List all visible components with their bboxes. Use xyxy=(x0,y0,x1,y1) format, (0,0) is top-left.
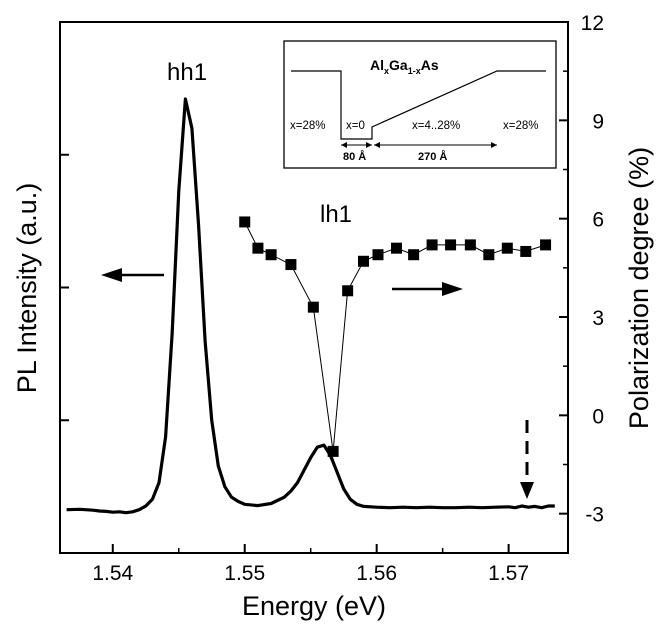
left-axis-arrow xyxy=(101,268,164,282)
polarization-point xyxy=(372,249,384,261)
polarization-point xyxy=(464,239,476,251)
polarization-point xyxy=(540,239,552,251)
pl-spectrum-line xyxy=(66,97,555,515)
x-tick-label: 1.57 xyxy=(488,562,529,585)
x-tick-label: 1.56 xyxy=(356,562,397,585)
left-y-axis-title: PL Intensity (a.u.) xyxy=(12,183,42,394)
right-y-tick-label: 6 xyxy=(592,209,604,232)
polarization-point xyxy=(239,216,251,228)
polarization-point xyxy=(483,249,495,261)
right-y-tick-label: 0 xyxy=(592,405,604,428)
polarization-point xyxy=(285,259,297,271)
polarization-point xyxy=(445,239,457,251)
inset-dim-well: 80 Å xyxy=(343,150,366,163)
inset-label-left: x=28% xyxy=(290,120,325,132)
polarization-point xyxy=(265,249,277,261)
inset-profile-line xyxy=(291,70,546,140)
x-axis-title: Energy (eV) xyxy=(242,591,386,621)
inset-dimension-arrows xyxy=(341,142,497,148)
inset-label-well: x=0 xyxy=(346,120,365,132)
right-y-axis-title: Polarization degree (%) xyxy=(624,147,654,429)
polarization-point xyxy=(426,239,438,251)
inset-title: AlxGa1-xAs xyxy=(370,57,439,76)
hh1-label: hh1 xyxy=(167,59,207,86)
polarization-line xyxy=(244,221,546,452)
dashed-marker-arrow xyxy=(520,420,534,499)
polarization-point xyxy=(520,245,532,257)
polarization-point xyxy=(390,242,402,254)
inset-band-diagram: AlxGa1-xAs x=28% x=0 x=4..28% x=28% 80 Å… xyxy=(283,40,557,169)
right-y-tick-label: 9 xyxy=(592,110,604,133)
x-tick-label: 1.55 xyxy=(224,562,265,585)
right-y-axis-ticks: -3 0 3 6 9 12 xyxy=(559,12,604,527)
right-y-tick-label: -3 xyxy=(585,504,604,527)
x-tick-label: 1.54 xyxy=(92,562,133,585)
polarization-point xyxy=(327,445,339,457)
lh1-label: lh1 xyxy=(320,201,352,228)
polarization-point xyxy=(501,242,513,254)
polarization-point xyxy=(252,242,264,254)
right-y-tick-label: 3 xyxy=(592,307,604,330)
inset-label-right: x=28% xyxy=(503,120,538,132)
polarization-point xyxy=(357,255,369,267)
left-y-axis-ticks xyxy=(60,153,69,422)
polarization-point xyxy=(408,249,420,261)
polarization-points xyxy=(239,216,552,457)
x-axis-ticks: 1.54 1.55 1.56 1.57 xyxy=(92,544,529,585)
inset-label-ramp: x=4..28% xyxy=(412,120,460,132)
polarization-point xyxy=(307,301,319,313)
right-axis-arrow xyxy=(392,282,463,296)
right-y-tick-label: 12 xyxy=(581,12,604,35)
inset-dim-ramp: 270 Å xyxy=(418,150,447,163)
polarization-point xyxy=(342,285,354,297)
